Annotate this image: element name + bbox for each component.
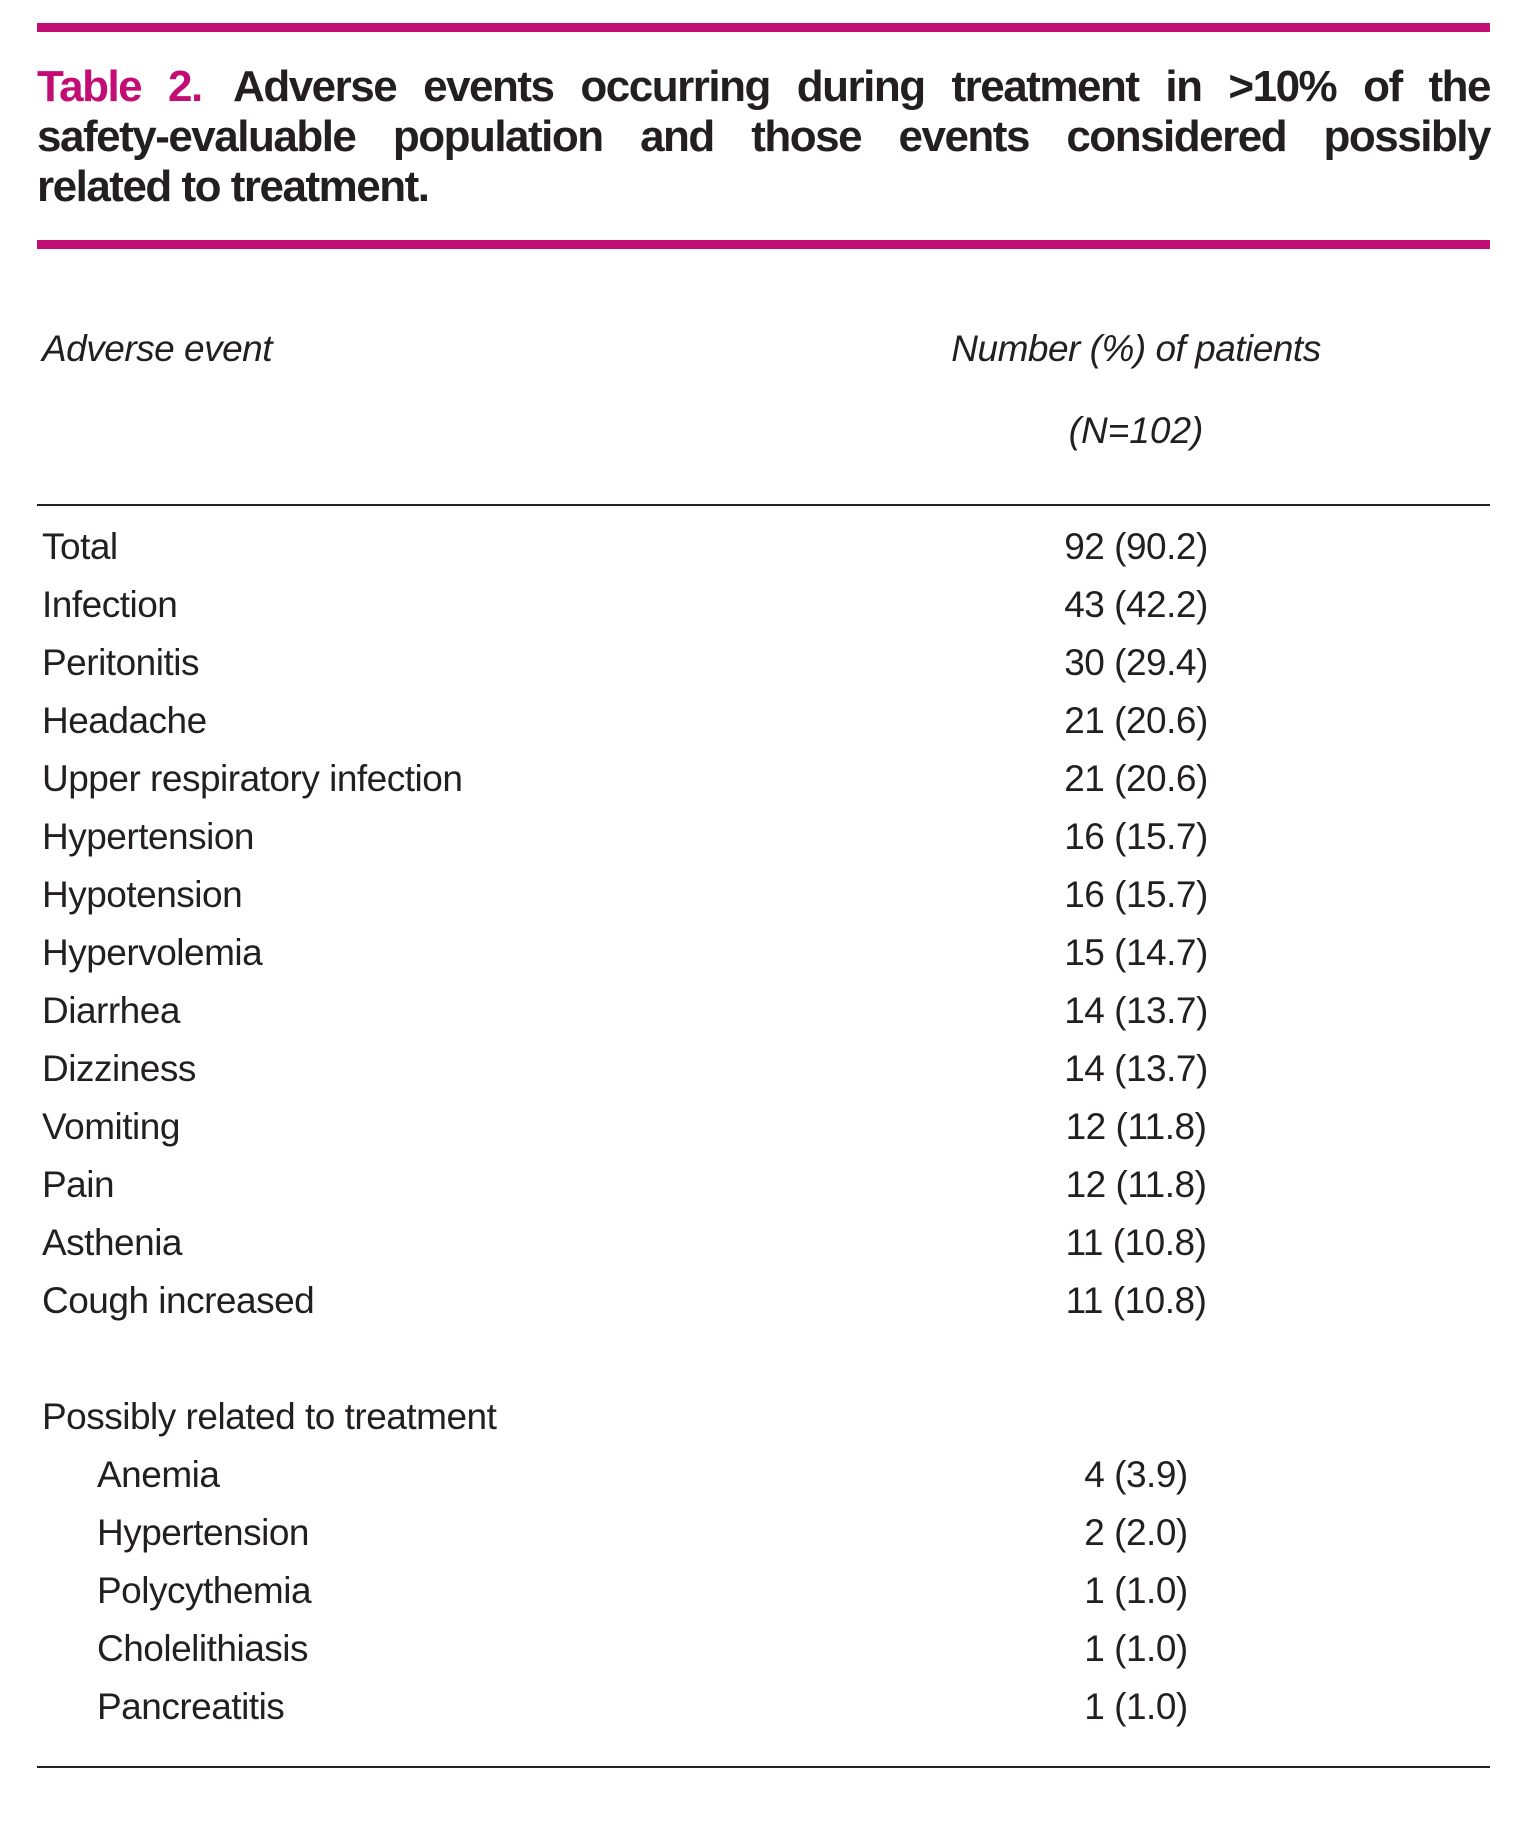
row-label: Infection [42,584,178,625]
row-value: 1 (1.0) [1084,1570,1188,1611]
section-gap [37,1330,1490,1388]
table-container: Table 2. Adverse events occurring during… [37,23,1492,1768]
row-label: Diarrhea [42,990,180,1031]
table-row: Anemia 4 (3.9) [37,1446,1490,1504]
column-header-number-patients: Number (%) of patients [951,328,1321,369]
row-value: 92 (90.2) [1064,526,1208,567]
column-header-adverse-event: Adverse event [42,328,273,369]
row-label: Asthenia [42,1222,183,1263]
table-row: Asthenia 11 (10.8) [37,1214,1490,1272]
row-value: 14 (13.7) [1064,1048,1208,1089]
row-label: Pancreatitis [97,1686,285,1727]
caption-text-1: Adverse events occurring during treatmen… [233,62,1491,111]
page: Table 2. Adverse events occurring during… [0,23,1522,1823]
row-label: Cholelithiasis [97,1628,309,1669]
row-label: Polycythemia [97,1570,312,1611]
caption-line-3: related to treatment. [37,162,430,211]
row-value: 16 (15.7) [1064,874,1208,915]
table-row: Diarrhea 14 (13.7) [37,982,1490,1040]
row-label: Hypertension [42,816,255,857]
table-row: Cough increased 11 (10.8) [37,1272,1490,1330]
row-value: 30 (29.4) [1064,642,1208,683]
row-label: Cough increased [42,1280,315,1321]
row-value: 12 (11.8) [1065,1106,1207,1147]
table-row: Upper respiratory infection 21 (20.6) [37,750,1490,808]
row-value: 12 (11.8) [1065,1164,1207,1205]
table-row: Vomiting 12 (11.8) [37,1098,1490,1156]
column-headers: Adverse event Number (%) of patients [37,326,1490,372]
row-value: 1 (1.0) [1084,1686,1188,1727]
table-number-label: Table 2. [37,62,203,111]
row-value: 21 (20.6) [1064,758,1208,799]
row-label: Anemia [97,1454,220,1495]
table-row: Hypertension 16 (15.7) [37,808,1490,866]
row-label: Headache [42,700,207,741]
table-row: Cholelithiasis 1 (1.0) [37,1620,1490,1678]
row-label: Hypotension [42,874,243,915]
column-subheader-n: (N=102) [1068,410,1204,451]
section-header-row: Possibly related to treatment [37,1388,1490,1446]
row-label: Total [42,526,118,567]
adverse-events-rows: Total 92 (90.2) Infection 43 (42.2) Peritoni… [37,518,1490,1330]
row-value: 21 (20.6) [1064,700,1208,741]
table-row: Pain 12 (11.8) [37,1156,1490,1214]
header-separator-rule [37,504,1490,506]
row-value: 43 (42.2) [1064,584,1208,625]
possibly-related-rows: Anemia 4 (3.9) Hypertension 2 (2.0) Polycyth… [37,1446,1490,1736]
row-label: Vomiting [42,1106,180,1147]
table-row: Hypotension 16 (15.7) [37,866,1490,924]
table-row: Dizziness 14 (13.7) [37,1040,1490,1098]
row-value: 16 (15.7) [1064,816,1208,857]
row-label: Upper respiratory infection [42,758,463,799]
row-value: 11 (10.8) [1065,1280,1207,1321]
row-label: Peritonitis [42,642,199,683]
table-bottom-rule [37,1766,1490,1768]
caption-line-2: safety-evaluable population and those ev… [37,112,1492,161]
row-value: 2 (2.0) [1084,1512,1188,1553]
table-row: Headache 21 (20.6) [37,692,1490,750]
row-label: Pain [42,1164,115,1205]
row-label: Hypertension [97,1512,310,1553]
caption-line-1: Table 2. Adverse events occurring during… [37,62,1492,112]
top-thick-rule [37,23,1490,32]
table-row: Polycythemia 1 (1.0) [37,1562,1490,1620]
row-value: 11 (10.8) [1065,1222,1207,1263]
table-row: Total 92 (90.2) [37,518,1490,576]
row-value: 14 (13.7) [1064,990,1208,1031]
row-label: Dizziness [42,1048,196,1089]
row-value: 15 (14.7) [1064,932,1208,973]
row-value: 4 (3.9) [1084,1454,1188,1495]
caption-bottom-thick-rule [37,240,1490,249]
table-row: Peritonitis 30 (29.4) [37,634,1490,692]
table-caption: Table 2. Adverse events occurring during… [37,62,1492,212]
row-label: Hypervolemia [42,932,263,973]
section-header-label: Possibly related to treatment [42,1396,497,1437]
column-subheader-row: (N=102) [37,408,1490,454]
table-row: Hypervolemia 15 (14.7) [37,924,1490,982]
table-row: Pancreatitis 1 (1.0) [37,1678,1490,1736]
row-value: 1 (1.0) [1084,1628,1188,1669]
table-row: Infection 43 (42.2) [37,576,1490,634]
table-row: Hypertension 2 (2.0) [37,1504,1490,1562]
